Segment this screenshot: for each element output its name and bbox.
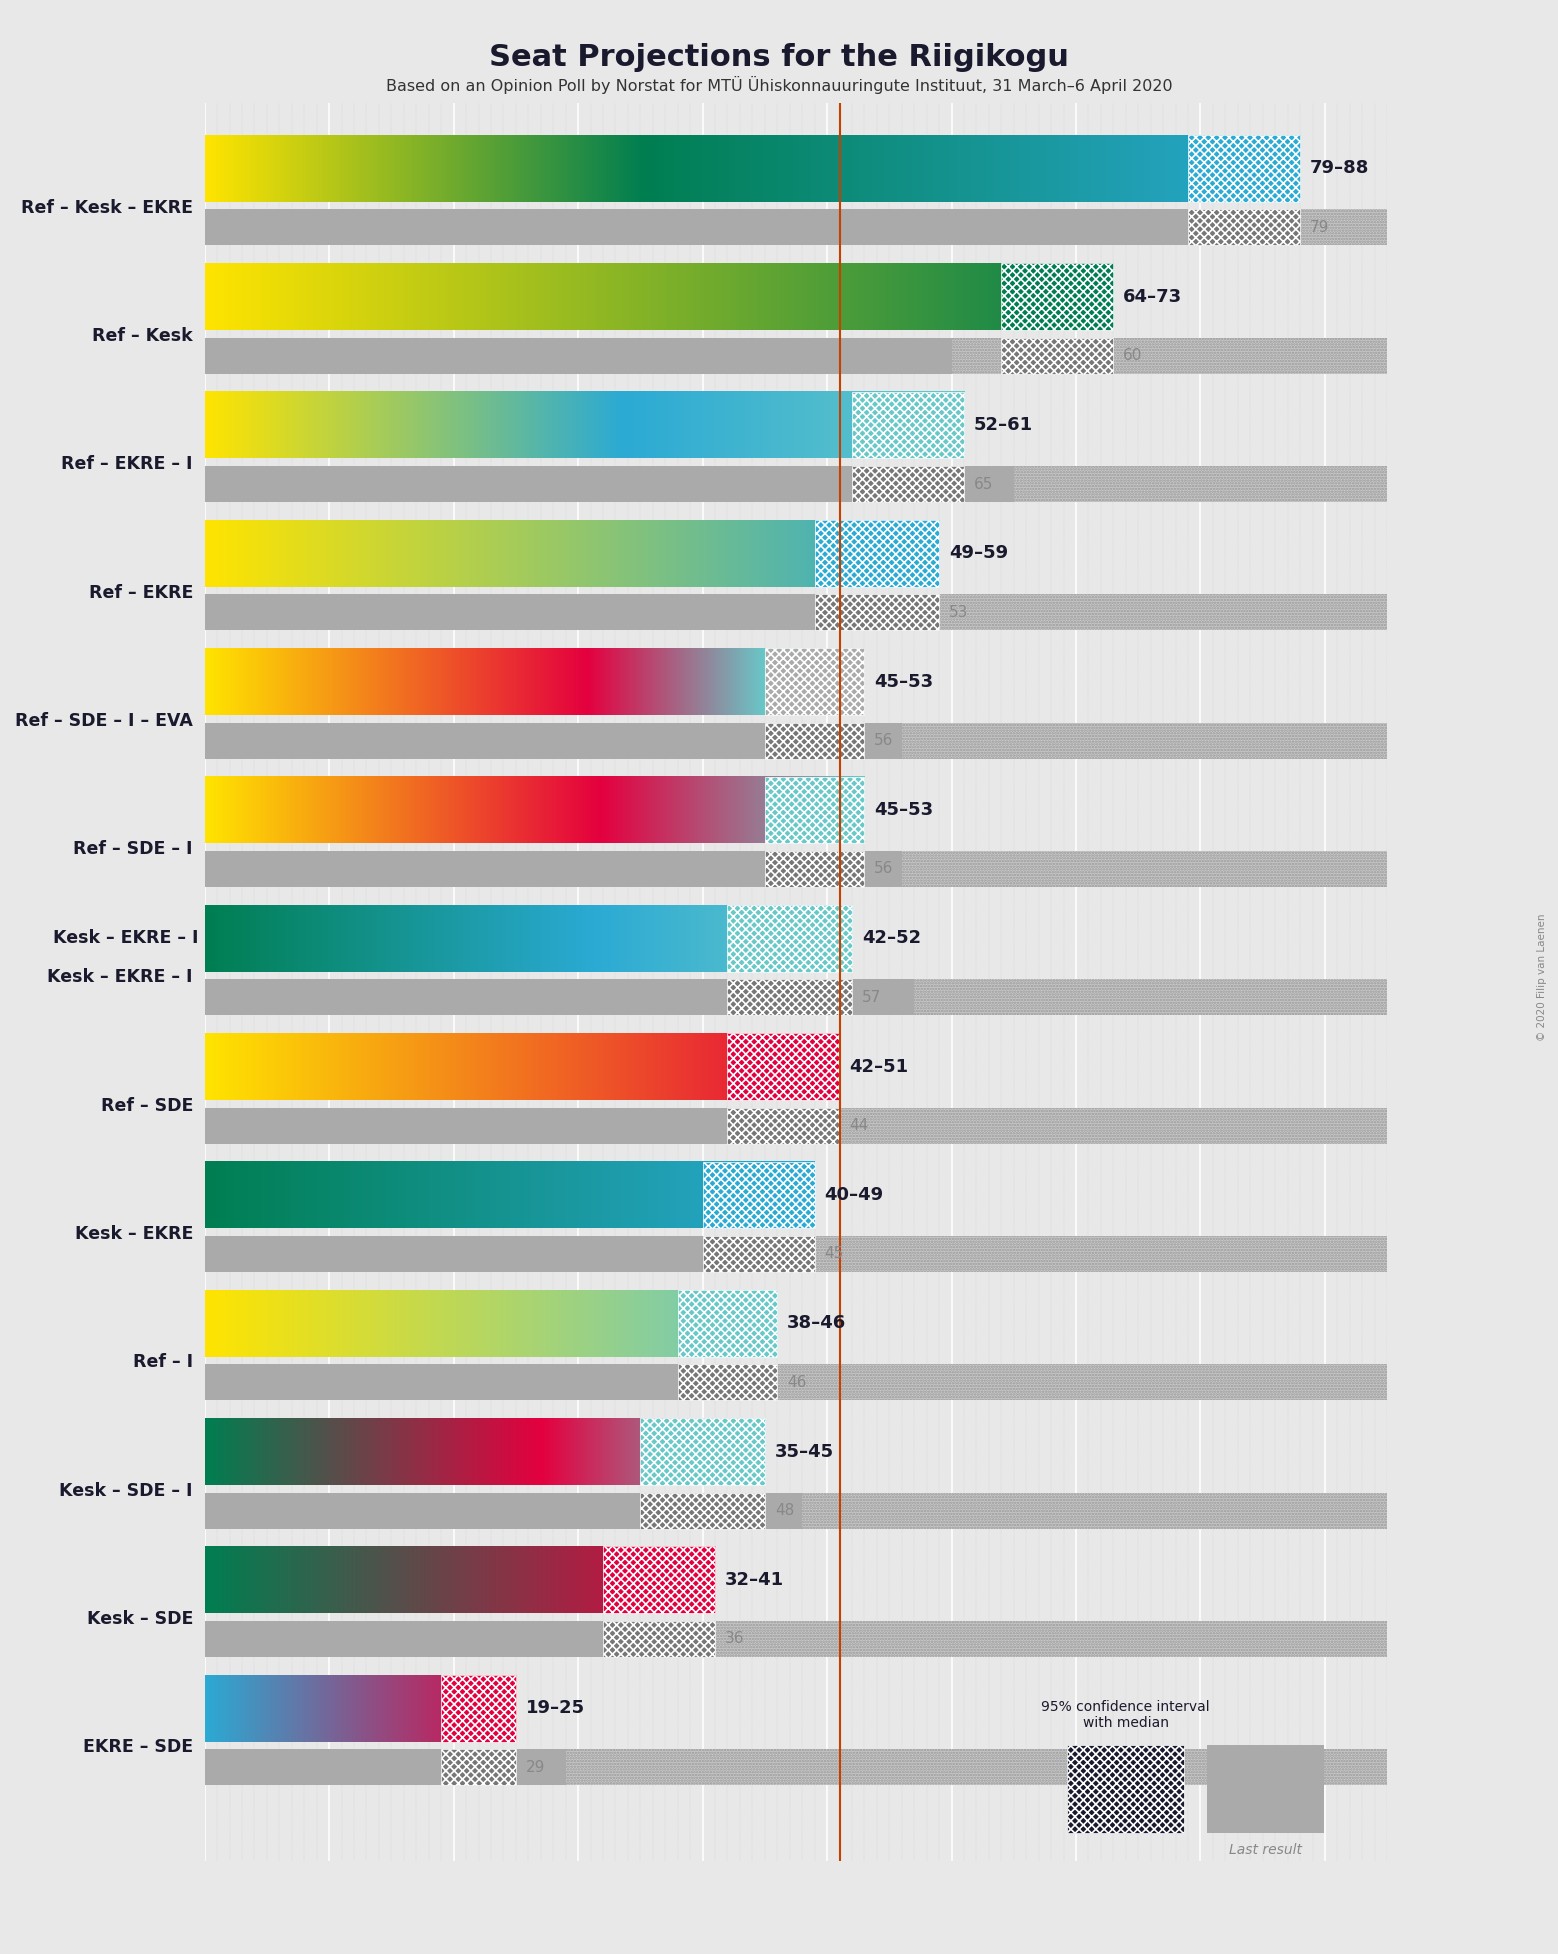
Bar	[765, 776, 865, 844]
Text: 45: 45	[824, 1247, 844, 1262]
Text: 32–41: 32–41	[724, 1571, 784, 1589]
Bar	[815, 594, 939, 631]
Bar	[678, 1290, 777, 1356]
Bar	[765, 649, 865, 715]
Bar	[204, 1622, 1387, 1657]
Bar	[204, 594, 1387, 631]
Text: 79: 79	[1310, 221, 1329, 234]
Bar	[204, 979, 1387, 1016]
Bar	[204, 209, 1387, 246]
Bar	[204, 467, 1387, 502]
Bar	[728, 905, 852, 971]
Bar	[1189, 135, 1299, 201]
Text: Last result: Last result	[1229, 1843, 1302, 1856]
Text: 53: 53	[949, 606, 969, 619]
Bar	[603, 1622, 715, 1657]
Bar	[204, 594, 1387, 631]
Text: 36: 36	[724, 1632, 745, 1647]
Bar	[640, 1493, 765, 1528]
Bar	[204, 1237, 1387, 1272]
Text: 44: 44	[849, 1118, 869, 1133]
Bar	[204, 1364, 1387, 1401]
Text: 52–61: 52–61	[974, 416, 1033, 434]
Bar	[204, 1237, 765, 1272]
Text: 35–45: 35–45	[774, 1442, 834, 1460]
Text: 48: 48	[774, 1503, 795, 1518]
Bar	[678, 1364, 777, 1401]
Bar	[852, 391, 964, 459]
Bar	[204, 852, 1387, 887]
Bar	[204, 723, 1387, 758]
Bar	[204, 209, 1189, 246]
Bar	[603, 1546, 715, 1614]
Text: 60: 60	[1123, 348, 1142, 363]
Bar	[204, 1749, 1387, 1786]
Text: © 2020 Filip van Laenen: © 2020 Filip van Laenen	[1538, 913, 1547, 1041]
Bar	[204, 852, 902, 887]
Bar	[204, 1108, 1387, 1143]
Text: 49–59: 49–59	[949, 545, 1008, 563]
Bar	[815, 520, 939, 586]
Bar	[204, 1622, 653, 1657]
Bar	[728, 979, 852, 1016]
Text: Kesk – EKRE – I: Kesk – EKRE – I	[53, 930, 198, 948]
Bar	[703, 1161, 815, 1229]
Text: 29: 29	[527, 1761, 545, 1774]
Bar	[441, 1675, 516, 1741]
Text: 45–53: 45–53	[874, 672, 933, 690]
Bar	[204, 1749, 1387, 1786]
Bar	[204, 338, 952, 373]
Bar	[441, 1749, 516, 1786]
Bar	[204, 723, 902, 758]
Bar	[204, 1237, 1387, 1272]
Bar	[640, 1419, 765, 1485]
Bar	[204, 1749, 566, 1786]
Bar	[852, 467, 964, 502]
Bar	[204, 1108, 753, 1143]
Text: 38–46: 38–46	[787, 1315, 846, 1333]
Bar	[703, 1237, 815, 1272]
Text: 65: 65	[974, 477, 994, 492]
Text: Seat Projections for the Riigikogu: Seat Projections for the Riigikogu	[489, 43, 1069, 72]
Bar	[765, 723, 865, 758]
Text: Based on an Opinion Poll by Norstat for MTÜ Ühiskonnauuringute Instituut, 31 Mar: Based on an Opinion Poll by Norstat for …	[386, 76, 1172, 94]
Bar	[204, 338, 1387, 373]
Bar	[204, 852, 1387, 887]
Bar	[204, 979, 915, 1016]
Bar	[1189, 209, 1299, 246]
Text: 46: 46	[787, 1376, 807, 1389]
Bar	[1002, 338, 1114, 373]
Text: 79–88: 79–88	[1310, 160, 1369, 178]
Bar	[204, 723, 1387, 758]
Bar	[204, 467, 1387, 502]
Bar	[728, 1034, 840, 1100]
Text: 95% confidence interval
with median: 95% confidence interval with median	[1041, 1700, 1211, 1731]
Bar	[765, 852, 865, 887]
Text: 45–53: 45–53	[874, 801, 933, 819]
Bar	[204, 1622, 1387, 1657]
Text: 57: 57	[862, 991, 882, 1004]
Bar	[204, 338, 1387, 373]
Bar	[204, 1493, 1387, 1528]
Bar	[204, 1108, 1387, 1143]
Bar	[204, 594, 865, 631]
Text: 56: 56	[874, 733, 894, 748]
Bar	[728, 1108, 840, 1143]
Bar	[204, 1493, 1387, 1528]
Text: 64–73: 64–73	[1123, 287, 1183, 305]
Bar	[204, 979, 1387, 1016]
Bar	[1002, 264, 1114, 330]
Text: 19–25: 19–25	[527, 1700, 584, 1718]
Bar	[204, 1364, 777, 1401]
Bar	[204, 1493, 802, 1528]
Bar	[204, 1364, 1387, 1401]
Text: 42–51: 42–51	[849, 1057, 908, 1075]
Text: 56: 56	[874, 862, 894, 877]
Text: 40–49: 40–49	[824, 1186, 883, 1204]
Text: 42–52: 42–52	[862, 930, 921, 948]
Bar	[204, 467, 1014, 502]
Bar	[204, 209, 1387, 246]
